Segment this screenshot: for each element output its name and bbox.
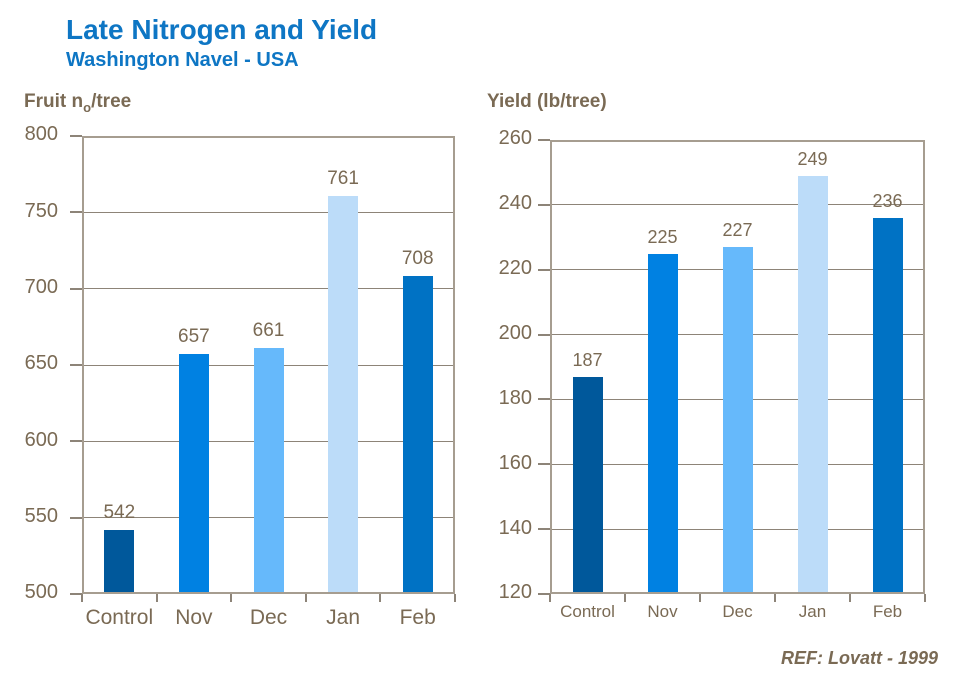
x-category-label: Control (85, 606, 154, 629)
bar-value-label: 657 (178, 326, 210, 348)
fruit-axis-title-prefix: Fruit n (24, 91, 84, 112)
x-axis-tick (624, 594, 626, 602)
gridline (82, 211, 455, 213)
y-axis-tick (70, 287, 82, 290)
fruit-axis-title-sub: o (83, 99, 92, 115)
bar-jan (328, 195, 359, 592)
x-axis-tick (81, 594, 83, 602)
x-category-label: Feb (872, 602, 903, 621)
gridline (550, 204, 925, 206)
page-title: Late Nitrogen and Yield (66, 14, 378, 45)
bar-value-label: 225 (647, 226, 678, 247)
y-tick-label: 220 (498, 257, 532, 280)
y-axis-tick (70, 364, 82, 366)
x-category-label: Dec (249, 606, 288, 629)
bar-dec (722, 247, 753, 592)
x-axis-tick (924, 594, 926, 602)
bar-value-label: 761 (327, 167, 359, 189)
y-tick-label: 750 (24, 199, 58, 222)
y-axis-tick (538, 268, 550, 271)
y-tick-label: 600 (24, 428, 58, 451)
x-category-label: Control (560, 602, 615, 621)
y-axis-tick (538, 333, 550, 336)
y-tick-label: 700 (24, 276, 58, 299)
page-subtitle: Washington Navel - USA (66, 49, 299, 71)
y-axis-tick (70, 211, 82, 214)
plot-area-border (550, 140, 925, 594)
bar-feb (872, 217, 903, 592)
x-category-label: Nov (175, 606, 213, 629)
y-axis-tick (538, 528, 550, 531)
yield-axis-title: Yield (lb/tree) (487, 91, 607, 112)
y-tick-label: 240 (498, 192, 532, 215)
x-axis-tick (774, 594, 776, 602)
y-axis-tick (538, 593, 550, 595)
bar-dec (253, 348, 284, 592)
x-axis-tick (155, 594, 158, 602)
plot-area-border (82, 136, 455, 594)
y-axis-tick (538, 463, 550, 466)
y-tick-label: 650 (24, 352, 58, 375)
y-tick-label: 550 (24, 505, 58, 528)
y-axis-tick (70, 135, 82, 137)
x-axis-tick (849, 594, 851, 602)
x-category-label: Dec (722, 602, 753, 621)
x-category-label: Feb (399, 606, 436, 629)
y-axis-tick (70, 593, 82, 595)
bar-value-label: 708 (401, 248, 434, 270)
x-axis-tick (454, 594, 456, 602)
y-tick-label: 800 (24, 123, 58, 146)
reference-note: REF: Lovatt - 1999 (780, 648, 938, 668)
bar-value-label: 187 (572, 349, 603, 370)
bar-feb (402, 276, 433, 592)
y-axis-tick (70, 516, 82, 519)
y-tick-label: 200 (498, 321, 532, 344)
bar-nov (647, 253, 678, 592)
x-category-label: Jan (798, 602, 827, 621)
x-axis-tick (379, 594, 382, 602)
bar-control (104, 529, 135, 592)
x-axis-tick (699, 594, 701, 602)
bar-value-label: 227 (722, 220, 753, 240)
gridline (82, 288, 455, 290)
bar-value-label: 661 (252, 320, 285, 342)
x-category-label: Jan (326, 606, 361, 629)
x-axis-tick (549, 594, 551, 602)
bar-control (572, 376, 603, 592)
bar-jan (797, 175, 828, 592)
x-axis-tick (230, 594, 233, 602)
y-tick-label: 260 (498, 127, 532, 150)
x-axis-tick (304, 594, 307, 602)
y-axis-tick (538, 139, 550, 141)
y-tick-label: 160 (498, 451, 532, 474)
bar-value-label: 236 (872, 190, 903, 211)
y-axis-tick (538, 398, 550, 401)
y-axis-tick (538, 203, 550, 206)
fruit-axis-title: Fruit no/tree (24, 91, 131, 115)
fruit-axis-title-suffix: /tree (91, 91, 132, 112)
y-tick-label: 180 (498, 386, 532, 409)
y-tick-label: 140 (498, 516, 532, 539)
y-tick-label: 500 (24, 581, 58, 604)
y-axis-tick (70, 440, 82, 443)
bar-nov (178, 354, 209, 592)
bar-value-label: 542 (103, 501, 136, 523)
bar-value-label: 249 (797, 148, 828, 169)
x-category-label: Nov (647, 602, 678, 621)
y-tick-label: 120 (498, 581, 532, 604)
